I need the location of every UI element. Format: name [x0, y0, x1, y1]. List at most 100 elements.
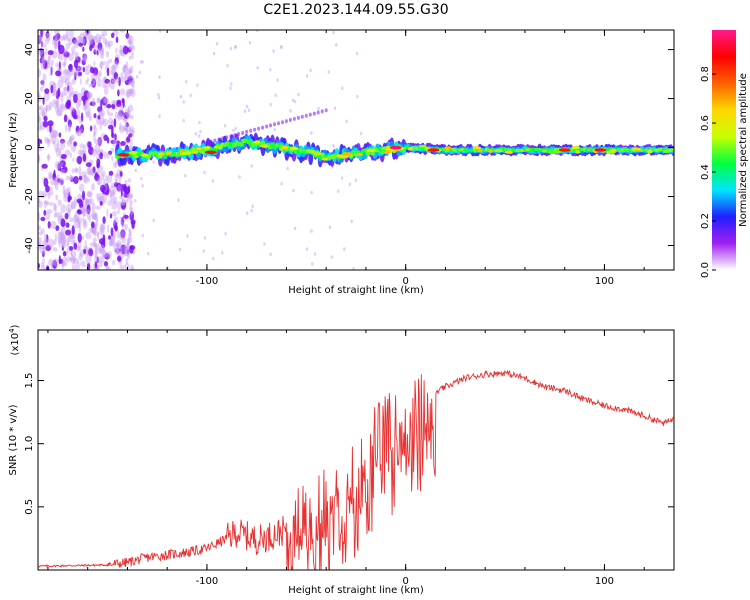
- noise-blob: [82, 31, 89, 37]
- noise-blob: [103, 151, 107, 159]
- noise-blob: [60, 138, 65, 144]
- noise-blob: [77, 92, 83, 102]
- noise-blob: [57, 231, 64, 240]
- ridge-hotspot: [289, 147, 299, 151]
- noise-blob: [88, 146, 94, 155]
- noise-blob: [69, 136, 74, 142]
- noise-blob: [91, 213, 98, 220]
- noise-blob: [99, 49, 105, 60]
- noise-blob: [109, 81, 116, 90]
- noise-blob: [38, 142, 41, 148]
- noise-blob: [101, 248, 107, 258]
- noise-speckle: [293, 226, 297, 231]
- noise-blob: [104, 78, 111, 84]
- noise-blob: [119, 106, 123, 116]
- snr-y-scale-label: (x104): [8, 324, 21, 355]
- noise-blob: [43, 233, 48, 242]
- noise-blob: [50, 220, 57, 230]
- ridge-hotspot: [339, 155, 349, 159]
- noise-blob: [40, 262, 44, 270]
- noise-speckle: [354, 178, 357, 182]
- noise-blob: [38, 124, 43, 132]
- noise-blob: [67, 37, 71, 42]
- branch-mark: [269, 123, 272, 128]
- noise-blob: [59, 236, 66, 245]
- noise-speckle: [280, 45, 283, 49]
- noise-blob: [95, 39, 102, 44]
- noise-speckle: [256, 65, 259, 70]
- noise-blob: [108, 240, 116, 247]
- noise-blob: [99, 69, 102, 77]
- noise-blob: [102, 194, 107, 204]
- noise-blob: [103, 261, 109, 267]
- noise-blob: [47, 192, 51, 200]
- noise-speckle: [250, 164, 253, 168]
- noise-blob: [89, 66, 95, 74]
- ridge-hotspot: [551, 150, 561, 154]
- noise-blob: [72, 257, 79, 265]
- noise-blob: [102, 37, 107, 45]
- noise-blob: [69, 234, 75, 244]
- noise-blob: [92, 227, 97, 236]
- noise-blob: [125, 199, 128, 204]
- noise-blob: [84, 53, 88, 62]
- noise-blob: [82, 143, 87, 154]
- noise-blob: [58, 132, 62, 138]
- noise-blob: [84, 239, 87, 250]
- noise-blob: [124, 262, 130, 270]
- noise-blob: [40, 41, 43, 48]
- noise-blob: [38, 47, 44, 56]
- noise-blob: [44, 136, 49, 144]
- ridge-hotspot: [129, 151, 137, 155]
- branch-mark: [245, 129, 249, 134]
- noise-blob: [93, 60, 96, 67]
- noise-blob: [63, 51, 70, 58]
- ridge-peak: [558, 148, 571, 152]
- noise-blob: [82, 53, 88, 60]
- noise-blob: [113, 61, 119, 70]
- noise-speckle: [212, 51, 216, 56]
- noise-blob: [41, 43, 47, 48]
- noise-blob: [86, 91, 93, 100]
- noise-blob: [45, 185, 50, 193]
- noise-blob: [82, 54, 88, 62]
- noise-blob: [52, 258, 59, 267]
- colorbar: 0.0 0.2 0.4 0.6 0.8 Normalized spectral ampl…: [700, 30, 749, 278]
- noise-blob: [63, 69, 70, 74]
- noise-blob: [115, 240, 122, 249]
- noise-blob: [127, 178, 132, 183]
- ridge-hotspot: [385, 146, 392, 150]
- noise-blob: [127, 88, 134, 95]
- noise-blob: [69, 134, 75, 141]
- noise-blob: [105, 265, 111, 270]
- noise-blob: [116, 173, 119, 178]
- branch-mark: [296, 115, 300, 120]
- noise-blob: [121, 98, 125, 104]
- branch-mark: [284, 119, 288, 124]
- noise-blob: [129, 205, 132, 212]
- noise-blob: [67, 119, 72, 128]
- noise-speckle: [310, 229, 313, 233]
- branch-mark: [304, 113, 308, 118]
- noise-blob: [128, 232, 132, 240]
- noise-blob: [93, 130, 96, 137]
- noise-blob: [109, 193, 115, 203]
- branch-mark: [312, 111, 316, 116]
- noise-blob: [86, 167, 91, 175]
- noise-blob: [125, 91, 131, 99]
- noise-blob: [41, 78, 45, 89]
- noise-blob: [64, 78, 70, 86]
- noise-blob: [82, 36, 87, 46]
- noise-blob: [70, 177, 74, 183]
- noise-blob: [62, 250, 67, 257]
- noise-blob: [89, 125, 93, 132]
- noise-blob: [44, 36, 50, 45]
- noise-speckle: [359, 131, 363, 136]
- noise-blob: [129, 45, 136, 52]
- noise-blob: [53, 176, 59, 181]
- noise-blob: [99, 152, 103, 160]
- noise-speckle: [247, 108, 251, 112]
- noise-blob: [57, 40, 61, 51]
- noise-blob: [55, 70, 62, 77]
- noise-blob: [77, 131, 82, 137]
